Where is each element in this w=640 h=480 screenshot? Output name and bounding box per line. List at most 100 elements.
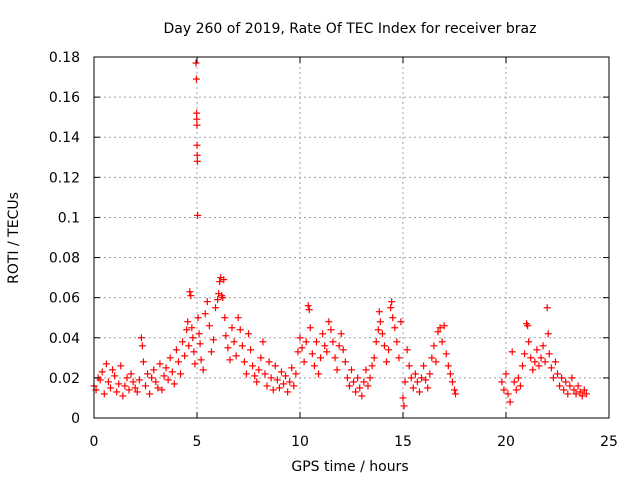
data-point: [284, 388, 292, 396]
data-point: [323, 348, 331, 356]
data-point: [236, 326, 244, 334]
data-point: [339, 346, 347, 354]
data-point: [337, 330, 345, 338]
data-point: [221, 314, 229, 322]
data-point: [352, 388, 360, 396]
data-point: [158, 386, 166, 394]
data-point: [179, 338, 187, 346]
grid-layer: [94, 57, 609, 418]
data-point: [348, 366, 355, 374]
data-point: [432, 358, 440, 366]
data-point: [399, 394, 407, 402]
data-point: [395, 354, 403, 362]
x-tick-label: 15: [394, 434, 412, 450]
data-point: [119, 392, 127, 400]
data-point: [444, 362, 452, 370]
data-point: [168, 368, 176, 376]
data-point: [286, 378, 294, 386]
x-tick-label: 25: [600, 434, 618, 450]
data-point: [193, 141, 201, 149]
data-point: [192, 75, 200, 83]
data-point: [362, 366, 370, 374]
data-point: [333, 366, 341, 374]
data-point: [420, 362, 428, 370]
data-point: [310, 362, 318, 370]
data-point: [376, 318, 384, 326]
y-tick-label: 0.14: [49, 130, 80, 146]
data-point: [146, 390, 154, 398]
data-point: [193, 109, 201, 117]
data-point: [131, 384, 139, 392]
data-point: [271, 362, 279, 370]
data-point: [345, 382, 353, 390]
data-point: [434, 328, 442, 336]
data-point: [358, 392, 366, 400]
data-point: [535, 362, 543, 370]
data-point: [177, 370, 185, 378]
data-point: [356, 384, 364, 392]
data-point: [152, 378, 160, 386]
data-point: [436, 324, 444, 332]
data-point: [366, 374, 374, 382]
data-point: [556, 382, 564, 390]
data-point: [570, 386, 578, 394]
plot-frame: [93, 56, 610, 419]
data-point: [405, 362, 413, 370]
data-point: [261, 370, 269, 378]
data-point: [247, 346, 255, 354]
data-point: [327, 326, 335, 334]
y-tick-label: 0: [71, 411, 80, 427]
data-point: [199, 366, 207, 374]
data-point: [104, 378, 112, 386]
data-point: [267, 374, 275, 382]
data-point: [220, 276, 228, 284]
data-point: [387, 304, 395, 312]
data-point: [127, 370, 135, 378]
data-point: [385, 346, 393, 354]
data-point: [249, 362, 257, 370]
data-point: [426, 370, 434, 378]
data-point: [544, 330, 552, 338]
x-axis-label: GPS time / hours: [291, 459, 408, 475]
data-point: [305, 306, 313, 314]
data-point: [185, 342, 193, 350]
data-point: [282, 372, 290, 380]
data-point: [192, 59, 200, 67]
chart-title: Day 260 of 2019, Rate Of TEC Index for r…: [164, 21, 537, 37]
data-point: [407, 374, 415, 382]
x-tick-label: 5: [193, 434, 202, 450]
data-point: [166, 354, 174, 362]
y-tick-label: 0.04: [49, 331, 80, 347]
data-point: [232, 352, 240, 360]
data-point: [537, 354, 545, 362]
data-point: [121, 382, 129, 390]
data-point: [446, 370, 454, 378]
data-point: [238, 342, 246, 350]
data-point: [413, 378, 421, 386]
data-point: [554, 370, 561, 378]
data-point: [524, 322, 532, 330]
data-point: [133, 388, 141, 396]
y-tick-label: 0.08: [49, 251, 80, 267]
data-point: [188, 324, 196, 332]
data-point: [508, 348, 516, 356]
data-point: [109, 366, 117, 374]
data-point: [186, 288, 194, 296]
data-point: [397, 318, 405, 326]
data-point: [306, 324, 314, 332]
data-point: [194, 211, 202, 219]
y-tick-label: 0.1: [58, 210, 80, 226]
data-point: [290, 382, 298, 390]
data-point: [296, 334, 304, 342]
data-point: [411, 370, 419, 378]
data-point: [527, 354, 535, 362]
data-point: [370, 354, 378, 362]
data-point: [440, 322, 448, 330]
data-point: [96, 376, 104, 384]
data-point: [582, 390, 590, 398]
data-point: [216, 278, 224, 286]
data-point: [510, 378, 518, 386]
y-tick-label: 0.12: [49, 170, 80, 186]
data-point: [164, 376, 172, 384]
